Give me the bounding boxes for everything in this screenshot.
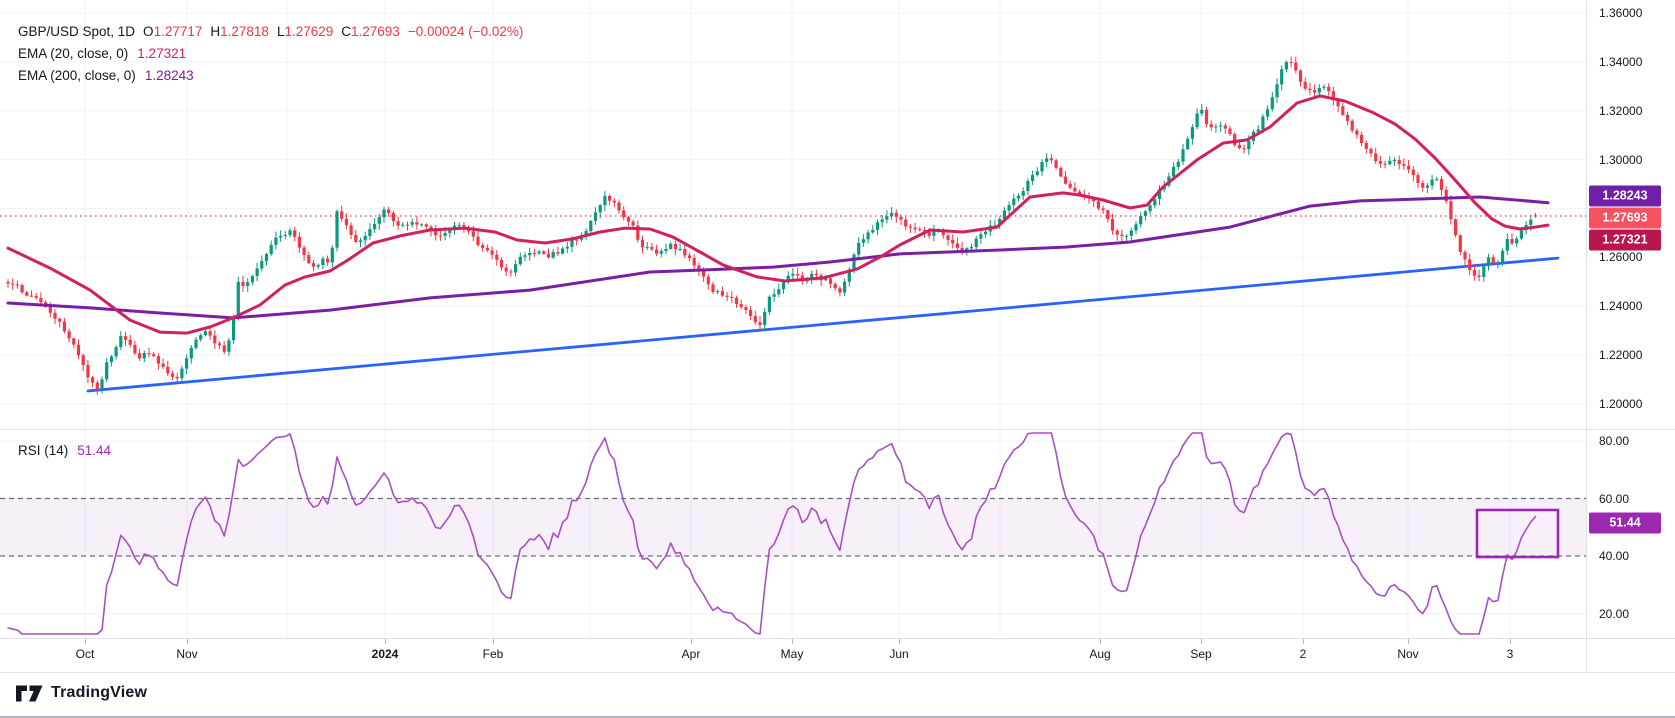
screenshot-bottom-edge	[0, 716, 1675, 718]
rsi-axis-label: 80.00	[1599, 434, 1630, 448]
price-axis-label: 1.26000	[1599, 250, 1643, 264]
time-axis-tick	[899, 639, 900, 644]
rsi-axis-label: 20.00	[1599, 607, 1630, 621]
time-axis-label: Jun	[889, 647, 909, 661]
price-axis-label: 1.30000	[1599, 153, 1643, 167]
time-axis-tick	[85, 639, 86, 644]
rsi-legend-row[interactable]: RSI (14) 51.44	[18, 443, 111, 458]
ema20-price-badge: 1.27321	[1589, 229, 1661, 251]
rsi-value: 51.44	[77, 443, 112, 458]
time-axis-label: 2	[1299, 647, 1307, 661]
tradingview-brand-text: TradingView	[51, 684, 148, 701]
price-axis-label: 1.32000	[1599, 104, 1643, 118]
price-axis[interactable]: 1.36000 1.34000 1.32000 1.30000 1.26000 1.240…	[1587, 0, 1675, 672]
axis-border	[1586, 0, 1587, 672]
time-axis-label: Oct	[75, 647, 95, 661]
symbol-legend-row[interactable]: GBP/USD Spot, 1D O1.27717 H1.27818 L1.2762…	[18, 21, 523, 43]
price-grid	[0, 0, 1586, 429]
rsi-highlight-box[interactable]	[1475, 508, 1560, 559]
candlestick-series	[6, 56, 1538, 395]
ema200-value: 1.28243	[144, 68, 194, 83]
price-axis-label: 1.34000	[1599, 55, 1643, 69]
symbol-title: GBP/USD Spot, 1D	[18, 24, 136, 39]
rsi-axis-label: 60.00	[1599, 492, 1630, 506]
time-axis-label: Apr	[681, 647, 701, 661]
time-axis-label: Nov	[176, 647, 198, 661]
time-axis-label: 2024	[371, 647, 399, 661]
time-axis-tick	[1100, 639, 1101, 644]
ema200-price-badge: 1.28243	[1589, 185, 1661, 207]
ema20-legend-row[interactable]: EMA (20, close, 0) 1.27321	[18, 43, 523, 65]
time-axis-label: Aug	[1089, 647, 1111, 661]
price-pane-canvas[interactable]	[0, 0, 1586, 429]
time-axis-tick	[792, 639, 793, 644]
time-axis-tick	[1303, 639, 1304, 644]
ema20-label: EMA (20, close, 0)	[18, 46, 129, 61]
ema20-line	[6, 94, 1550, 335]
rsi-line	[7, 432, 1537, 635]
time-axis-tick	[1510, 639, 1511, 644]
time-axis-label: 3	[1506, 647, 1514, 661]
ema200-line	[6, 195, 1550, 320]
rsi-pane-canvas[interactable]	[0, 430, 1586, 638]
last-price-badge: 1.27693	[1589, 207, 1661, 229]
price-axis-label: 1.36000	[1599, 6, 1643, 20]
time-axis-label: Sep	[1190, 647, 1212, 661]
time-axis-label: May	[780, 647, 804, 661]
ema20-value: 1.27321	[137, 46, 187, 61]
time-axis[interactable]: Oct Nov 2024 Feb Apr May Jun Aug Sep 2 Nov 3	[0, 639, 1675, 672]
chart-bottom-border	[0, 672, 1675, 673]
rsi-axis-label: 40.00	[1599, 549, 1630, 563]
tradingview-logo[interactable]: TradingView	[16, 684, 147, 702]
ohlc-values: O1.27717 H1.27818 L1.27629 C1.27693	[143, 24, 400, 39]
trendline-drawing[interactable]	[86, 256, 1560, 393]
time-axis-tick	[187, 639, 188, 644]
time-axis-tick	[385, 639, 386, 644]
time-axis-label: Feb	[482, 647, 504, 661]
price-axis-label: 1.24000	[1599, 299, 1643, 313]
price-axis-label: 1.22000	[1599, 348, 1643, 362]
legend: GBP/USD Spot, 1D O1.27717 H1.27818 L1.2762…	[18, 21, 523, 87]
rsi-value-badge: 51.44	[1589, 512, 1661, 534]
time-axis-tick	[1408, 639, 1409, 644]
rsi-band	[0, 498, 1586, 556]
time-axis-tick	[691, 639, 692, 644]
pane-separator[interactable]	[0, 429, 1675, 430]
price-axis-label: 1.20000	[1599, 397, 1643, 411]
time-axis-tick	[1201, 639, 1202, 644]
ema200-legend-row[interactable]: EMA (200, close, 0) 1.28243	[18, 65, 523, 87]
tradingview-logo-icon	[16, 685, 43, 702]
change-value: −0.00024 (−0.02%)	[407, 24, 524, 39]
time-axis-label: Nov	[1397, 647, 1419, 661]
ema200-label: EMA (200, close, 0)	[18, 68, 136, 83]
time-axis-border	[0, 638, 1675, 639]
rsi-label: RSI (14)	[18, 443, 69, 458]
time-axis-tick	[493, 639, 494, 644]
